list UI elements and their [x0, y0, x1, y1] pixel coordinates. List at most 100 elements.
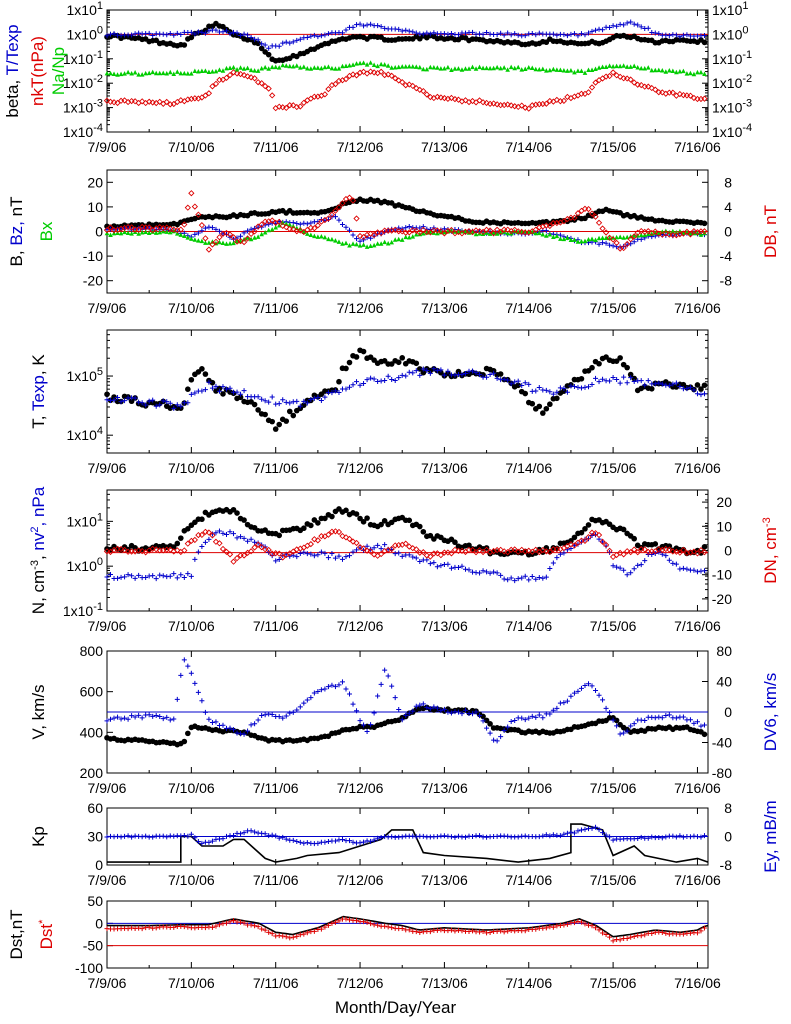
data-point — [701, 925, 707, 931]
data-point — [586, 67, 591, 73]
data-point — [575, 68, 581, 73]
data-point — [652, 86, 659, 93]
data-point — [557, 551, 563, 557]
data-point — [238, 831, 244, 837]
data-point — [659, 381, 665, 387]
data-point — [245, 538, 251, 544]
data-point — [230, 506, 237, 513]
data-point — [532, 226, 539, 233]
data-point — [382, 667, 388, 673]
data-point — [178, 572, 184, 578]
data-point — [118, 716, 124, 722]
data-point — [315, 394, 321, 400]
data-point — [357, 21, 363, 27]
data-point — [188, 670, 194, 676]
data-point — [543, 405, 550, 412]
data-point — [533, 926, 539, 932]
data-point — [624, 935, 630, 941]
data-point — [333, 238, 338, 243]
data-point — [361, 919, 367, 925]
data-point — [276, 556, 282, 562]
data-point — [451, 95, 459, 103]
data-point — [244, 235, 251, 242]
data-point — [504, 549, 511, 556]
data-point — [627, 76, 634, 83]
data-point — [128, 224, 135, 231]
data-point — [610, 563, 616, 569]
data-point — [343, 365, 349, 372]
data-point — [483, 99, 490, 107]
data-point — [529, 400, 536, 407]
data-point — [164, 399, 170, 405]
x-tick-label: 7/14/06 — [505, 139, 552, 155]
data-point — [339, 30, 345, 36]
data-point — [287, 222, 293, 227]
data-point — [111, 31, 117, 37]
data-point — [343, 916, 349, 922]
x-tick-label: 7/13/06 — [421, 460, 468, 476]
data-point — [192, 390, 198, 396]
data-point — [543, 832, 549, 838]
data-point — [613, 72, 620, 79]
data-point — [617, 234, 623, 239]
data-point — [279, 104, 286, 111]
data-point — [167, 573, 173, 579]
data-point — [602, 541, 610, 549]
data-point — [417, 929, 423, 935]
data-point — [628, 19, 634, 25]
data-point — [435, 65, 440, 70]
data-point — [659, 715, 665, 721]
data-point — [698, 723, 704, 729]
data-point — [322, 234, 328, 240]
y-tick-label: 1x100 — [67, 556, 103, 574]
data-point — [248, 67, 254, 73]
data-point — [431, 560, 437, 566]
data-point — [195, 230, 201, 236]
data-point — [631, 375, 637, 382]
data-point — [329, 513, 335, 520]
data-point — [227, 919, 233, 925]
data-point — [571, 830, 577, 836]
y2-tick-label: 1x10-2 — [712, 73, 752, 91]
data-point — [550, 832, 556, 838]
data-point — [298, 65, 303, 70]
data-point — [445, 64, 451, 70]
data-point — [550, 31, 556, 37]
data-point — [691, 567, 697, 573]
data-point — [364, 515, 370, 521]
data-point — [617, 937, 623, 943]
data-point — [431, 366, 437, 372]
data-point — [512, 379, 518, 385]
data-point — [150, 397, 156, 403]
y-tick-label: 1x100 — [67, 24, 103, 42]
data-point — [385, 673, 391, 679]
data-point — [308, 551, 314, 557]
data-point — [339, 556, 345, 562]
data-point — [392, 64, 398, 70]
data-point — [273, 558, 279, 564]
data-point — [483, 546, 490, 553]
data-point — [294, 838, 300, 844]
data-point — [473, 66, 479, 71]
data-point — [522, 33, 528, 39]
data-point — [596, 241, 602, 247]
data-point — [511, 226, 518, 233]
y2-tick-label: -20 — [712, 591, 732, 607]
data-point — [117, 545, 125, 553]
data-point — [409, 545, 416, 552]
data-point — [462, 707, 468, 713]
data-point — [389, 925, 395, 931]
data-point — [213, 226, 219, 232]
data-point — [455, 565, 461, 571]
data-point — [199, 840, 205, 846]
data-point — [150, 713, 156, 719]
data-point — [561, 550, 567, 556]
data-point — [406, 224, 412, 230]
data-point — [160, 70, 166, 76]
data-point — [484, 65, 489, 71]
data-point — [371, 376, 377, 382]
data-point — [677, 566, 683, 572]
data-point — [308, 220, 314, 226]
data-point — [368, 722, 374, 728]
data-point — [139, 230, 145, 235]
